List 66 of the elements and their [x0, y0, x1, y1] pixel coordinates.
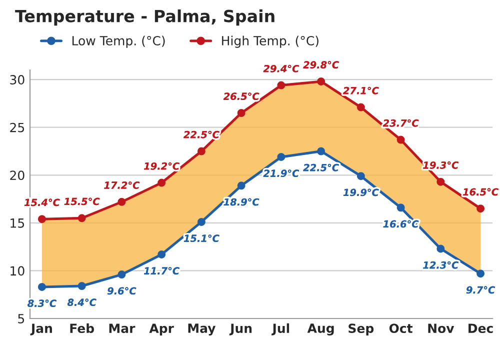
- x-tick-label: Aug: [307, 324, 334, 336]
- x-tick-label: Jan: [30, 324, 52, 336]
- point: [356, 172, 365, 180]
- x-tick-label: Jul: [272, 323, 290, 336]
- point: [356, 103, 365, 112]
- y-tick-label: 5: [18, 314, 24, 324]
- x-tick-label: May: [188, 324, 216, 336]
- point: [38, 282, 46, 291]
- data-label: 21.9°C: [263, 170, 300, 178]
- x-tick-label: Oct: [389, 324, 413, 334]
- point: [476, 204, 485, 213]
- point: [436, 244, 445, 253]
- point: [78, 214, 86, 222]
- data-label: 26.5°C: [223, 92, 260, 100]
- data-label: 29.4°C: [263, 64, 300, 72]
- point: [436, 178, 445, 186]
- data-label: 9.7°C: [466, 286, 496, 294]
- y-tick-label: 15: [10, 218, 24, 228]
- point: [197, 147, 206, 156]
- x-tick-label: Feb: [70, 323, 94, 334]
- data-label: 8.4°C: [67, 298, 96, 306]
- x-tick-label: Mar: [109, 324, 136, 334]
- point: [78, 282, 86, 290]
- point: [476, 270, 485, 278]
- data-label: 12.3°C: [423, 261, 459, 269]
- x-tick-label: Apr: [149, 324, 174, 336]
- point: [237, 109, 246, 117]
- data-label: 22.5°C: [303, 164, 339, 172]
- point: [396, 136, 405, 144]
- data-label: 9.6°C: [107, 287, 136, 295]
- x-tick-label: Dec: [468, 324, 493, 334]
- legend-label: Low Temp. (°C): [72, 36, 165, 48]
- point: [118, 270, 126, 279]
- point: [317, 147, 326, 156]
- data-label: 15.1°C: [184, 234, 220, 242]
- data-label: 29.8°C: [303, 61, 339, 68]
- point: [158, 178, 166, 187]
- point: [197, 218, 206, 226]
- data-label: 17.2°C: [104, 181, 140, 189]
- point: [317, 77, 326, 86]
- data-label: 19.2°C: [144, 162, 180, 170]
- data-label: 8.3°C: [28, 300, 56, 307]
- data-label: 23.7°C: [382, 119, 419, 127]
- point: [277, 152, 286, 161]
- point: [158, 250, 166, 258]
- point: [118, 198, 126, 206]
- point: [396, 204, 405, 212]
- point: [237, 182, 246, 190]
- y-tick-label: 20: [10, 170, 24, 180]
- y-tick-label: 30: [10, 75, 24, 84]
- x-tick-label: Sep: [348, 324, 374, 336]
- data-label: 11.7°C: [144, 267, 180, 274]
- x-tick-label: Jun: [229, 324, 252, 336]
- data-label: 15.5°C: [64, 198, 100, 206]
- data-label: 18.9°C: [224, 198, 260, 206]
- point: [277, 81, 286, 90]
- y-tick-label: 25: [10, 122, 24, 132]
- data-label: 16.5°C: [462, 188, 498, 196]
- data-label: 19.9°C: [343, 188, 379, 196]
- legend-label: High Temp. (°C): [222, 36, 318, 48]
- x-tick-label: Nov: [428, 324, 454, 334]
- data-label: 15.4°C: [24, 198, 60, 206]
- data-label: 27.1°C: [343, 86, 379, 94]
- point: [38, 215, 46, 224]
- chart-title: Temperature - Palma, Spain: [15, 9, 274, 26]
- y-tick-label: 10: [10, 266, 24, 276]
